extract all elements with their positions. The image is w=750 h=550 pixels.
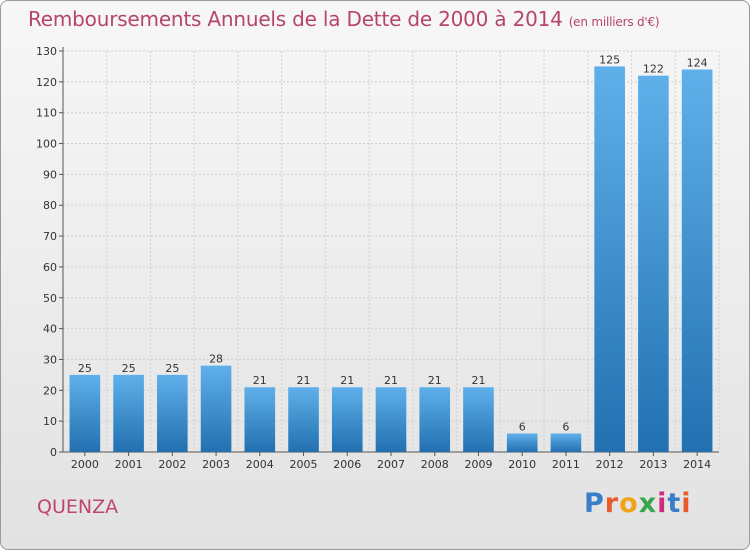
title-text: Remboursements Annuels de la Dette de 20…: [28, 7, 563, 31]
logo-letter: r: [604, 488, 620, 519]
logo-letter: i: [657, 488, 668, 519]
x-tick-label-2012: 2012: [596, 458, 624, 471]
data-label-2010: 6: [519, 420, 526, 433]
bar-2013: [638, 75, 669, 452]
logo-letter: P: [584, 488, 605, 519]
y-tick-label: 90: [43, 168, 57, 181]
data-label-2006: 21: [340, 374, 354, 387]
x-tick-label-2013: 2013: [639, 458, 667, 471]
x-tick-label-2011: 2011: [552, 458, 580, 471]
data-label-2002: 25: [165, 362, 179, 375]
y-tick-label: 10: [43, 415, 57, 428]
data-label-2005: 21: [297, 374, 311, 387]
bar-2012: [594, 66, 625, 452]
data-label-2008: 21: [428, 374, 442, 387]
bar-2002: [157, 374, 188, 452]
data-label-2001: 25: [122, 362, 136, 375]
y-tick-label: 0: [50, 446, 57, 459]
bar-2011: [550, 433, 582, 452]
bar-2001: [113, 374, 144, 452]
unit-label: (en milliers d'€): [568, 15, 660, 29]
x-tick-label-2001: 2001: [115, 458, 143, 471]
data-label-2014: 124: [687, 57, 708, 70]
x-tick-label-2008: 2008: [421, 458, 449, 471]
x-tick-label-2006: 2006: [333, 458, 361, 471]
logo-letter: x: [638, 488, 658, 519]
logo-letter: o: [619, 488, 639, 519]
bar-2000: [69, 374, 101, 452]
data-label-2000: 25: [78, 362, 92, 375]
bars: [69, 66, 713, 452]
x-tick-label-2007: 2007: [377, 458, 405, 471]
x-tick-label-2005: 2005: [290, 458, 318, 471]
data-label-2009: 21: [471, 374, 485, 387]
y-tick-label: 100: [36, 138, 57, 151]
bar-2009: [463, 387, 494, 452]
x-tick-label-2010: 2010: [508, 458, 536, 471]
y-tick-label: 80: [43, 199, 57, 212]
x-tick-label-2009: 2009: [464, 458, 492, 471]
data-label-2003: 28: [209, 353, 223, 366]
y-tick-label: 70: [43, 230, 57, 243]
data-label-2011: 6: [562, 420, 569, 433]
bar-2008: [419, 387, 451, 452]
data-label-2012: 125: [599, 53, 620, 66]
y-tick-label: 60: [43, 261, 57, 274]
y-tick-label: 110: [36, 107, 57, 120]
x-tick-label-2000: 2000: [71, 458, 99, 471]
chart-title: Remboursements Annuels de la Dette de 20…: [28, 7, 660, 31]
y-tick-label: 20: [43, 384, 57, 397]
data-label-2013: 122: [643, 63, 664, 76]
bar-2006: [331, 387, 363, 452]
y-tick-label: 120: [36, 76, 57, 89]
data-label-2004: 21: [253, 374, 267, 387]
y-tick-label: 130: [36, 45, 57, 58]
data-label-2007: 21: [384, 374, 398, 387]
x-tick-label-2002: 2002: [158, 458, 186, 471]
bar-2007: [375, 387, 407, 452]
commune-name: QUENZA: [37, 496, 119, 518]
bar-2004: [244, 387, 276, 452]
x-tick-label-2004: 2004: [246, 458, 274, 471]
y-tick-label: 30: [43, 353, 57, 366]
y-tick-label: 40: [43, 323, 57, 336]
logo-letter: i: [681, 488, 692, 519]
x-tick-label-2003: 2003: [202, 458, 230, 471]
proxiti-logo: Proxiti: [584, 488, 692, 519]
data-labels: 25 25 25 28 21 21 21 21 21 21 6 6 125 122 124: [78, 53, 708, 433]
bar-2014: [681, 69, 713, 452]
bar-2005: [288, 387, 319, 452]
bar-2010: [506, 433, 538, 452]
bar-2003: [200, 365, 232, 452]
axes: 0 10 20 30 40 50 60 70 80 90 100 110 120 130 2000 2001 2…: [36, 45, 719, 471]
x-tick-label-2014: 2014: [683, 458, 711, 471]
y-tick-label: 50: [43, 292, 57, 305]
logo-letter: t: [667, 488, 682, 519]
